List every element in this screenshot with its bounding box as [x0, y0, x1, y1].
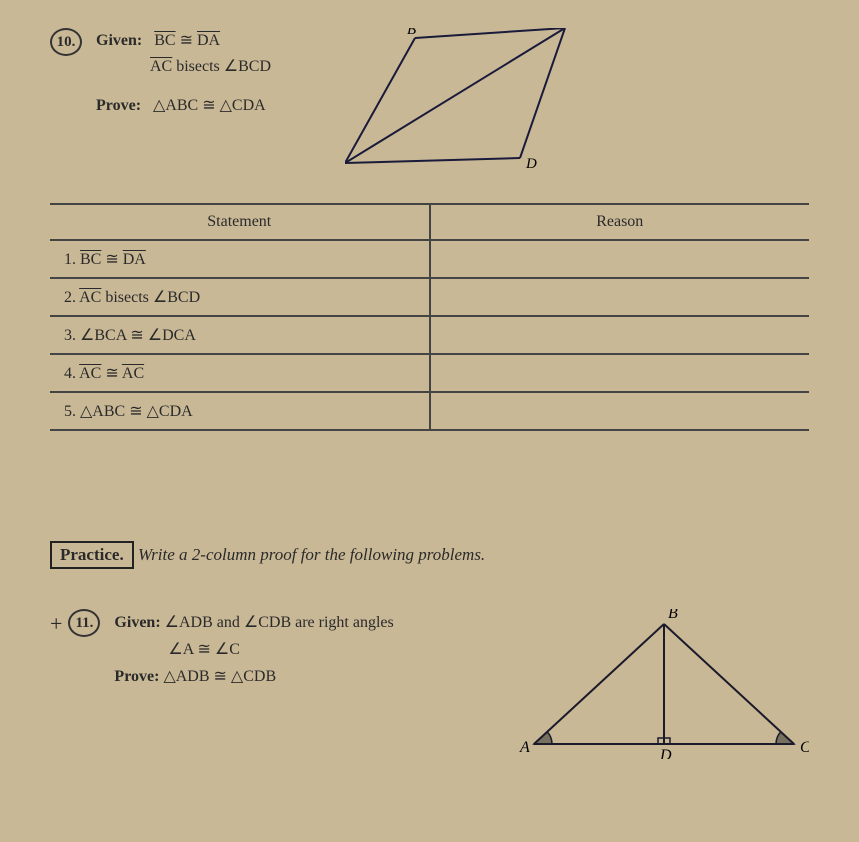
statement-cell: 3. ∠BCA ≅ ∠DCA — [50, 316, 430, 354]
statement-cell: 4. AC ≅ AC — [50, 354, 430, 392]
parallelogram-svg: ABCD — [345, 28, 585, 178]
p11-given-line1: ∠ADB and ∠CDB are right angles — [165, 614, 394, 631]
statement-cell: 5. △ABC ≅ △CDA — [50, 392, 430, 430]
svg-text:C: C — [800, 739, 809, 756]
reason-cell — [430, 278, 810, 316]
p11-prove-text: △ADB ≅ △CDB — [163, 668, 276, 685]
statement-cell: 2. AC bisects ∠BCD — [50, 278, 430, 316]
svg-text:C: C — [571, 28, 582, 30]
triangle-svg: A B C D — [519, 609, 809, 759]
th-statement: Statement — [50, 204, 430, 240]
problem-11-number: 11. — [68, 609, 100, 637]
svg-text:D: D — [525, 156, 537, 172]
svg-text:B: B — [668, 609, 678, 622]
practice-text: Write a 2-column proof for the following… — [138, 545, 485, 564]
plus-mark: + — [50, 611, 62, 637]
statement-cell: 1. BC ≅ DA — [50, 240, 430, 278]
svg-text:A: A — [519, 739, 530, 756]
problem-11: + 11. Given: ∠ADB and ∠CDB are right ang… — [50, 609, 809, 764]
reason-cell — [430, 392, 810, 430]
problem-11-figure: A B C D — [519, 609, 809, 764]
problem-10-number: 10. — [50, 28, 82, 56]
reason-cell — [430, 354, 810, 392]
svg-text:D: D — [659, 747, 672, 759]
prove-label: Prove: — [96, 97, 141, 114]
reason-cell — [430, 240, 810, 278]
given-bisects: bisects ∠BCD — [172, 58, 271, 75]
svg-text:B: B — [407, 28, 416, 38]
given-cong: ≅ — [176, 32, 197, 49]
problem-10-given: Given: BC ≅ DA AC bisects ∠BCD Prove: △A… — [96, 28, 271, 119]
problem-10-figure: ABCD — [345, 28, 585, 183]
p11-given-line2: ∠A ≅ ∠C — [168, 641, 239, 658]
given-seg-bc: BC — [154, 32, 175, 49]
prove-text: △ABC ≅ △CDA — [153, 97, 266, 114]
given-label: Given: — [96, 32, 142, 49]
practice-line: Practice. Write a 2-column proof for the… — [50, 541, 809, 569]
proof-table: Statement Reason 1. BC ≅ DA2. AC bisects… — [50, 203, 809, 431]
given-seg-da: DA — [197, 32, 220, 49]
given-seg-ac: AC — [150, 58, 172, 75]
reason-cell — [430, 316, 810, 354]
p11-given-label: Given: — [114, 614, 160, 631]
th-reason: Reason — [430, 204, 810, 240]
practice-box: Practice. — [50, 541, 134, 569]
p11-prove-label: Prove: — [114, 668, 159, 685]
problem-10: 10. Given: BC ≅ DA AC bisects ∠BCD Prove… — [50, 28, 809, 183]
